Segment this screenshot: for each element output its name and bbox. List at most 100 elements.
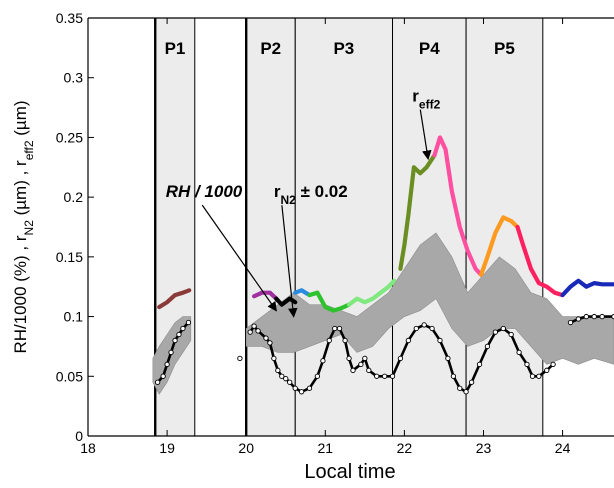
period-label-2: P2 <box>260 39 281 58</box>
y-tick-label-6: 0.25 <box>56 129 83 145</box>
rh-point-2-1 <box>237 355 243 362</box>
rh-point-3-42 <box>500 325 506 332</box>
y-tick-label-3: 0.1 <box>64 309 84 325</box>
rh-point-3-43 <box>508 331 514 338</box>
annotation-3: reff2 <box>412 87 440 112</box>
rh-point-3-34 <box>445 355 451 362</box>
rh-point-1-4 <box>168 349 174 356</box>
rh-point-3-38 <box>468 379 475 385</box>
y-tick-label-1: 0 <box>75 428 83 444</box>
rh-point-4-2 <box>575 316 582 322</box>
reff2-segment-5 <box>307 290 352 313</box>
rh-point-3-35 <box>450 373 457 379</box>
y-tick-label-2: 0.05 <box>56 368 83 384</box>
rh-point-3-5 <box>267 340 273 346</box>
rh-point-3-46 <box>529 373 536 379</box>
rh-point-4-1 <box>567 319 574 326</box>
x-tick-label-3: 20 <box>238 440 254 456</box>
rh-point-3-1 <box>247 329 253 335</box>
rh-point-3-32 <box>429 325 435 332</box>
rh-point-3-22 <box>358 361 364 367</box>
x-tick-label-1: 18 <box>80 440 96 456</box>
reff2-segment-1 <box>157 288 192 310</box>
x-axis-label: Local time <box>304 461 395 483</box>
x-tick-label-7: 24 <box>555 440 571 456</box>
rh-point-1-3 <box>164 361 170 367</box>
rh-point-3-20 <box>346 355 352 362</box>
rh-point-3-12 <box>298 389 305 395</box>
reff2-segment-10 <box>515 224 565 298</box>
x-tick-label-4: 21 <box>318 440 334 456</box>
rh-point-3-17 <box>332 325 338 332</box>
period-label-1: P1 <box>165 39 186 58</box>
rh-point-3-36 <box>457 385 463 391</box>
rh-point-4-3 <box>583 313 589 320</box>
rh-point-3-44 <box>516 349 522 356</box>
annotation-arrow-1 <box>201 204 277 312</box>
rh-point-1-2 <box>160 373 166 379</box>
rh-point-3-48 <box>544 367 550 373</box>
reff2-segment-8 <box>432 135 484 277</box>
rh-point-3-23 <box>362 355 368 362</box>
rh-point-4-4 <box>591 313 597 320</box>
rh-point-3-31 <box>421 322 427 328</box>
rh-point-3-13 <box>306 385 313 391</box>
x-tick-label-2: 19 <box>159 440 175 456</box>
annotation-arrow-3 <box>419 109 432 161</box>
reff2-segment-6 <box>346 278 397 307</box>
rh-point-3-8 <box>279 373 285 379</box>
rh-point-3-26 <box>381 373 388 379</box>
period-label-3: P3 <box>333 39 354 58</box>
rh-point-3-19 <box>342 337 348 344</box>
annotation-1: RH / 1000 <box>166 182 243 201</box>
rh-point-3-28 <box>397 355 404 362</box>
rh-point-3-2 <box>251 323 257 329</box>
x-tick-label-5: 22 <box>397 440 413 456</box>
rh-point-3-9 <box>283 376 289 382</box>
period-label-4: P4 <box>419 39 440 58</box>
rh-point-1-7 <box>180 325 186 332</box>
annotation-arrow-2 <box>281 205 298 318</box>
y-tick-label-5: 0.2 <box>64 189 84 205</box>
rh-point-3-45 <box>524 361 530 367</box>
rh-point-3-33 <box>437 337 443 344</box>
rh-point-3-41 <box>492 329 499 335</box>
rn2-band-2 <box>245 232 614 365</box>
rh-point-1-6 <box>176 331 182 338</box>
rh-point-3-49 <box>550 361 556 367</box>
rh-point-3-3 <box>255 328 261 334</box>
reff2-segment-11 <box>560 278 614 298</box>
rh-point-3-27 <box>389 373 396 379</box>
rh-point-4-5 <box>599 313 605 320</box>
y-tick-label-7: 0.3 <box>64 70 84 86</box>
rh-point-3-30 <box>413 325 419 332</box>
rh-point-3-10 <box>287 379 293 385</box>
rh-point-1-5 <box>172 337 178 344</box>
rh-point-1-1 <box>154 379 161 385</box>
rh-point-3-25 <box>374 373 380 379</box>
period-shade-3 <box>295 18 393 436</box>
rh-point-3-6 <box>271 355 277 362</box>
y-axis-label: RH/1000 (%) , rN2 (µm) , reff2 (µm) <box>11 100 36 353</box>
reff2-segment-9 <box>479 215 520 277</box>
period-shade-2 <box>246 18 296 436</box>
reff2-segment-2 <box>252 290 279 301</box>
rh-point-3-4 <box>263 335 269 341</box>
reff2-segment-7 <box>398 153 437 271</box>
rh-point-3-18 <box>336 325 343 332</box>
rh-point-3-14 <box>314 373 321 379</box>
reff2-segment-4 <box>293 288 312 298</box>
rh-point-3-11 <box>292 385 298 391</box>
rh-point-3-15 <box>320 358 326 364</box>
y-tick-label-4: 0.15 <box>56 249 83 265</box>
period-shade-4 <box>392 18 467 436</box>
rh-point-3-39 <box>476 361 483 367</box>
rh-point-3-47 <box>536 373 542 379</box>
period-label-5: P5 <box>494 39 515 58</box>
rh-point-3-21 <box>350 367 356 373</box>
y-tick-label-8: 0.35 <box>56 10 83 26</box>
annotation-2: rN2 ± 0.02 <box>274 182 348 207</box>
rh-point-3-37 <box>463 389 469 395</box>
x-tick-label-6: 23 <box>476 440 492 456</box>
